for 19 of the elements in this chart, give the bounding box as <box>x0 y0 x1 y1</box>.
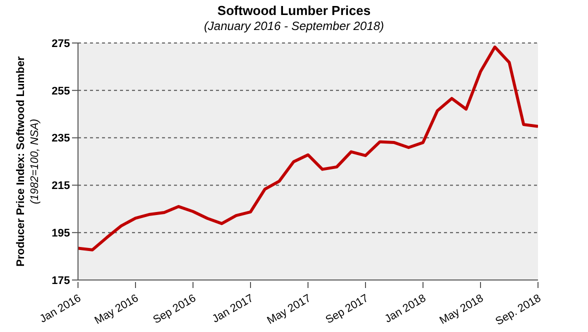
x-tick-label: Sep 2017 <box>324 292 371 326</box>
y-tick-label: 235 <box>52 132 70 145</box>
x-tick-label: Jan 2018 <box>382 292 428 326</box>
chart-title: Softwood Lumber Prices <box>216 3 372 18</box>
x-tick-label: Sep 2016 <box>151 292 198 326</box>
y-tick-label: 275 <box>52 38 70 50</box>
y-tick-label: 215 <box>52 180 70 192</box>
chart-subtitle: (January 2016 - September 2018) <box>202 19 386 33</box>
x-tick-label: May 2018 <box>438 292 486 327</box>
y-tick-label: 255 <box>52 85 70 98</box>
y-tick-label: 175 <box>52 274 70 287</box>
y-axis-title: Producer Price Index: Softwood Lumber (1982=100, NSA) <box>15 56 41 267</box>
x-tick-label: May 2016 <box>92 292 141 327</box>
x-tick-label: Jan 2016 <box>38 292 84 326</box>
line-series <box>78 46 538 252</box>
x-tick-label: May 2017 <box>265 292 314 327</box>
y-tick-label: 195 <box>52 228 70 240</box>
x-tick-label: Jan 2017 <box>210 292 256 326</box>
x-tick-label: Sep. 2018 <box>494 292 544 328</box>
